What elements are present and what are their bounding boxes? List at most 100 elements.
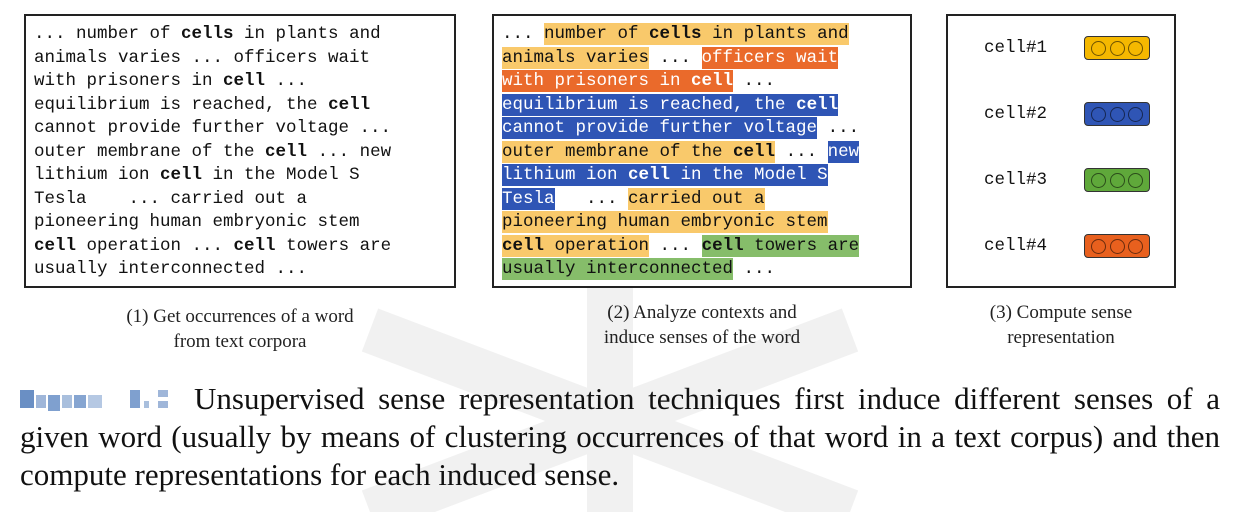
- panel-text-corpus: ... number of cells in plants and animals…: [24, 14, 456, 288]
- figure-caption-text: Unsupervised sense representation techni…: [20, 381, 1220, 492]
- text-segment: operation ...: [76, 235, 234, 256]
- sense-highlight-y: cell operation: [502, 234, 650, 257]
- panel1-caption-line2: from text corpora: [173, 331, 307, 352]
- text-line: pioneering human embryonic stem: [502, 211, 859, 235]
- sense-label: cell#4: [984, 236, 1048, 256]
- text-segment: in plants and: [701, 24, 849, 44]
- sense-highlight-y: animals varies: [502, 46, 650, 69]
- sense-label: cell#1: [984, 38, 1048, 58]
- text-segment: with prisoners in: [502, 71, 692, 91]
- text-line: cannot provide further voltage ...: [34, 117, 391, 141]
- text-line: cell operation ... cell towers are: [34, 235, 391, 259]
- text-segment: in plants and: [233, 24, 381, 44]
- vector-dimension-dot: [1091, 238, 1107, 254]
- text-segment: ...: [265, 71, 308, 91]
- sense-highlight-o: with prisoners in cell: [502, 70, 734, 92]
- vector-dimension-dot: [1091, 106, 1107, 122]
- target-word: cell: [223, 71, 266, 91]
- text-segment: ...: [554, 188, 629, 209]
- text-segment: ...: [649, 47, 702, 68]
- sense-highlight-y: pioneering human embryonic stem: [502, 211, 828, 233]
- text-line: ... number of cells in plants and: [502, 23, 859, 47]
- target-word: cell: [796, 94, 839, 115]
- text-line: equilibrium is reached, the cell: [502, 93, 859, 118]
- text-segment: animals varies: [502, 47, 650, 68]
- panel2-caption: (2) Analyze contexts and induce senses o…: [492, 300, 912, 350]
- sense-highlighted-text-lines: ... number of cells in plants and animals…: [502, 23, 860, 282]
- text-segment: new: [827, 141, 860, 162]
- text-segment: ...: [649, 235, 702, 256]
- vector-dimension-dot: [1091, 172, 1107, 188]
- text-segment: Tesla: [502, 188, 555, 209]
- sense-vector-icon: [1084, 102, 1150, 126]
- sense-highlight-y: carried out a: [628, 187, 765, 210]
- text-line: cannot provide further voltage ...: [502, 117, 859, 141]
- corpus-text-lines: ... number of cells in plants and animals…: [34, 23, 391, 282]
- text-segment: usually interconnected ...: [34, 259, 308, 279]
- panel3-caption: (3) Compute sense representation: [946, 300, 1176, 350]
- text-line: cell operation ... cell towers are: [502, 234, 860, 259]
- target-word: cell: [691, 71, 734, 91]
- text-segment: officers wait: [701, 47, 839, 68]
- target-word: cell: [328, 94, 371, 115]
- text-segment: equilibrium is reached, the: [34, 94, 329, 115]
- target-word: cells: [649, 24, 702, 44]
- text-line: outer membrane of the cell ... new: [502, 140, 860, 165]
- text-segment: pioneering human embryonic stem: [502, 212, 828, 232]
- text-line: Tesla ... carried out a: [502, 187, 859, 212]
- text-segment: animals varies ... officers wait: [34, 47, 371, 68]
- target-word: cell: [34, 235, 77, 256]
- text-line: animals varies ... officers wait: [502, 46, 859, 71]
- target-word: cell: [733, 141, 776, 162]
- sense-vector-icon: [1084, 234, 1150, 258]
- text-segment: pioneering human embryonic stem: [34, 212, 360, 232]
- sense-highlight-y: number of cells in plants and: [544, 23, 849, 45]
- text-segment: outer membrane of the: [34, 141, 266, 162]
- text-segment: outer membrane of the: [502, 141, 734, 162]
- panel2-caption-line2: induce senses of the word: [603, 327, 801, 348]
- text-line: usually interconnected ...: [502, 258, 859, 282]
- text-segment: number of: [544, 24, 650, 44]
- text-segment: carried out a: [628, 188, 765, 209]
- vector-dimension-dot: [1109, 238, 1125, 254]
- text-line: outer membrane of the cell ... new: [34, 141, 391, 165]
- panel1-caption-line1: (1) Get occurrences of a word: [126, 306, 354, 327]
- sense-label: cell#3: [984, 170, 1048, 190]
- vector-dimension-dot: [1127, 106, 1143, 122]
- text-line: ... number of cells in plants and: [34, 23, 391, 47]
- sense-vector-icon: [1084, 36, 1150, 60]
- text-segment: towers are: [275, 235, 392, 256]
- text-line: with prisoners in cell ...: [34, 70, 391, 94]
- text-segment: cannot provide further voltage ...: [34, 118, 392, 138]
- sense-highlight-bl: lithium ion cell in the Model S: [502, 164, 828, 186]
- text-segment: equilibrium is reached, the: [502, 94, 797, 115]
- target-word: cell: [628, 165, 671, 185]
- text-segment: lithium ion: [34, 165, 161, 185]
- vector-dimension-dot: [1109, 40, 1125, 56]
- sense-row: cell#2: [984, 102, 1150, 126]
- sense-highlight-bl: equilibrium is reached, the cell: [502, 93, 839, 116]
- sense-highlight-bl: Tesla: [502, 187, 555, 210]
- figure-caption: Unsupervised sense representation techni…: [20, 380, 1220, 494]
- target-word: cell: [233, 235, 276, 256]
- target-word: cell: [502, 235, 545, 256]
- text-line: with prisoners in cell ...: [502, 70, 859, 94]
- text-segment: towers are: [743, 235, 860, 256]
- sense-row: cell#3: [984, 168, 1150, 192]
- panel2-caption-line1: (2) Analyze contexts and: [607, 302, 797, 323]
- vector-dimension-dot: [1127, 172, 1143, 188]
- vector-dimension-dot: [1109, 106, 1125, 122]
- vector-dimension-dot: [1127, 40, 1143, 56]
- text-segment: ...: [733, 71, 776, 91]
- target-word: cell: [160, 165, 203, 185]
- sense-highlight-g: usually interconnected: [502, 258, 734, 280]
- text-segment: usually interconnected: [502, 259, 734, 279]
- panel-sense-representations: cell#1 cell#2 cell#3 cell#4: [946, 14, 1176, 288]
- target-word: cell: [701, 235, 744, 256]
- panel3-caption-line2: representation: [1007, 327, 1115, 348]
- text-segment: cannot provide further voltage: [502, 118, 818, 138]
- text-segment: Tesla ... carried out a: [34, 188, 308, 209]
- sense-highlight-bl: cannot provide further voltage: [502, 117, 818, 139]
- text-line: equilibrium is reached, the cell: [34, 94, 391, 118]
- target-word: cells: [181, 24, 234, 44]
